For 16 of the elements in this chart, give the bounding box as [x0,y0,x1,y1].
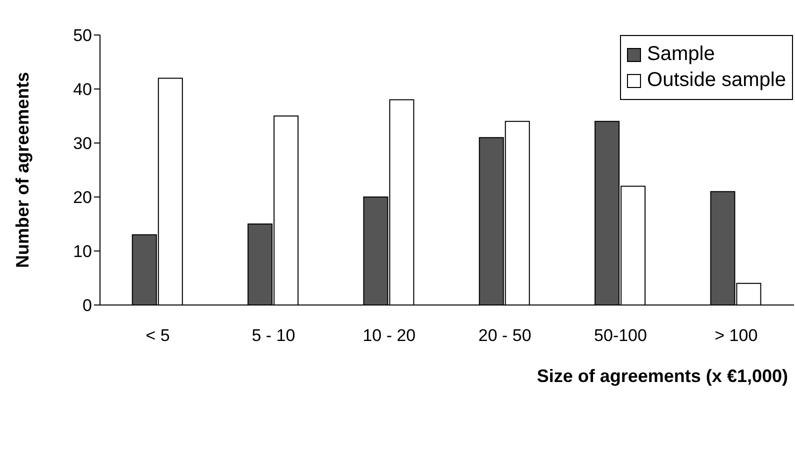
x-tick-label: 5 - 10 [252,326,296,346]
x-tick-label: 10 - 20 [362,326,416,346]
x-tick-label: 20 - 50 [478,326,532,346]
y-tick-label: 30 [73,134,92,154]
y-tick-label: 40 [73,80,92,100]
y-tick-label: 50 [73,26,92,46]
y-tick-label: 20 [73,188,92,208]
x-tick-label: < 5 [146,326,170,346]
x-axis-title: Size of agreements (x €1,000) [536,366,788,386]
legend-label: Sample [647,43,715,66]
y-tick-label: 10 [73,242,92,262]
x-tick-label: > 100 [714,326,758,346]
y-tick-label: 0 [82,296,92,316]
legend-label: Outside sample [647,69,786,92]
x-tick-label: 50-100 [594,326,647,346]
y-axis-title: Number of agreements [12,72,32,268]
